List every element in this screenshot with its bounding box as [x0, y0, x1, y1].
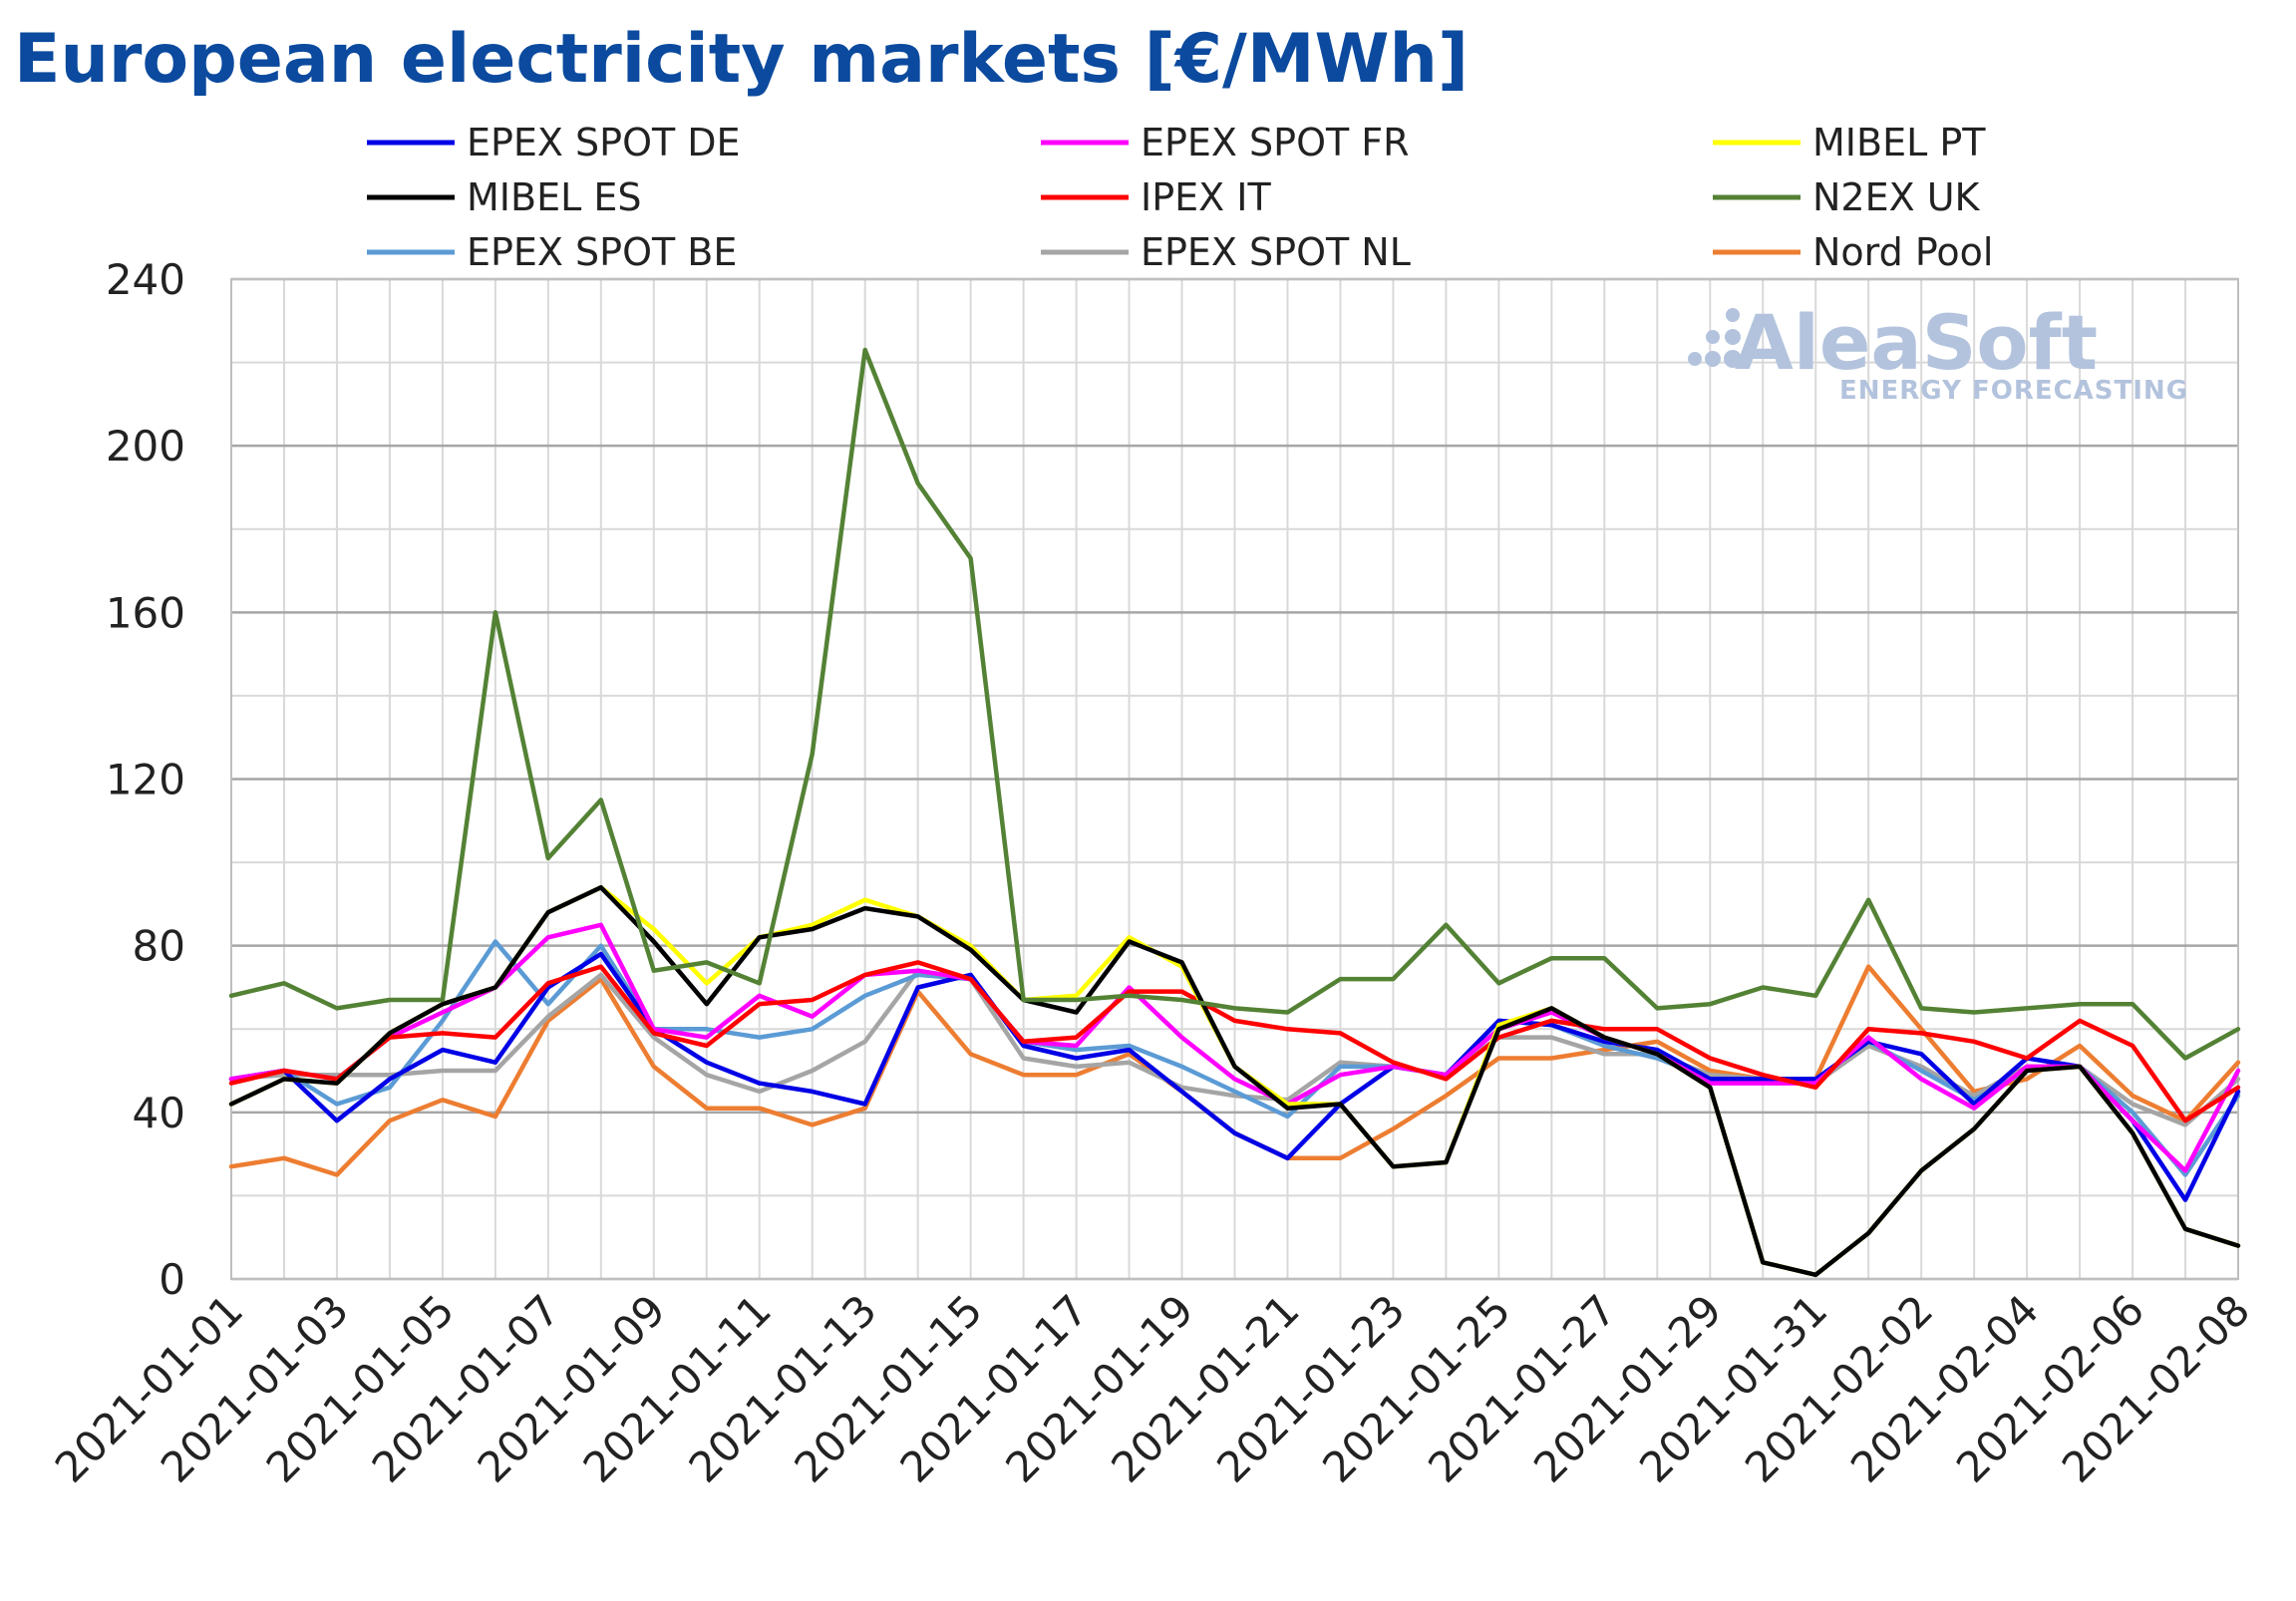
page-title: European electricity markets [€/MWh] — [14, 20, 1470, 99]
legend-label: EPEX SPOT BE — [467, 230, 737, 274]
y-tick-label: 0 — [159, 1255, 185, 1304]
series-line-n2ex-uk — [228, 347, 2241, 1061]
logo-dot — [1724, 350, 1742, 368]
y-tick-label: 80 — [133, 922, 185, 971]
watermark-tagline: ENERGY FORECASTING — [1839, 376, 2188, 406]
legend-label: IPEX IT — [1141, 175, 1271, 219]
logo-dot — [1706, 330, 1720, 344]
legend-label: EPEX SPOT FR — [1141, 121, 1410, 164]
legend-label: MIBEL PT — [1812, 121, 1986, 164]
series-line-ipex-it — [228, 960, 2241, 1123]
y-tick-label: 160 — [106, 588, 185, 637]
legend-label: EPEX SPOT NL — [1141, 230, 1411, 274]
logo-dot — [1725, 329, 1741, 345]
aleasoft-logo-icon — [1688, 308, 1742, 368]
y-tick-label: 200 — [106, 422, 185, 471]
series-line-mibel-es — [228, 884, 2241, 1278]
major-gridlines — [230, 277, 2239, 1281]
logo-dot — [1726, 308, 1740, 322]
logo-dot — [1705, 351, 1721, 367]
legend-label: MIBEL ES — [467, 175, 641, 219]
series-line-epex-spot-be — [228, 939, 2241, 1177]
legend: EPEX SPOT DE EPEX SPOT FR MIBEL PT MIBEL ES… — [367, 121, 1993, 274]
legend-label: Nord Pool — [1812, 230, 1993, 274]
aleasoft-watermark: AleaSoft ENERGY FORECASTING — [1688, 298, 2188, 406]
legend-label: EPEX SPOT DE — [467, 121, 741, 164]
plot-area-border — [230, 278, 2239, 1280]
y-axis-ticks: 0 40 80 120 160 200 240 — [106, 255, 185, 1304]
y-tick-label: 40 — [133, 1089, 185, 1137]
y-tick-label: 120 — [106, 756, 185, 804]
series-lines — [228, 347, 2241, 1278]
watermark-brand: AleaSoft — [1735, 298, 2098, 387]
logo-dot — [1688, 352, 1702, 366]
legend-label: N2EX UK — [1812, 175, 1981, 219]
x-axis-ticks: 2021-01-012021-01-032021-01-052021-01-07… — [46, 1285, 2259, 1491]
y-tick-label: 240 — [106, 255, 185, 304]
series-line-epex-spot-fr — [228, 922, 2241, 1173]
